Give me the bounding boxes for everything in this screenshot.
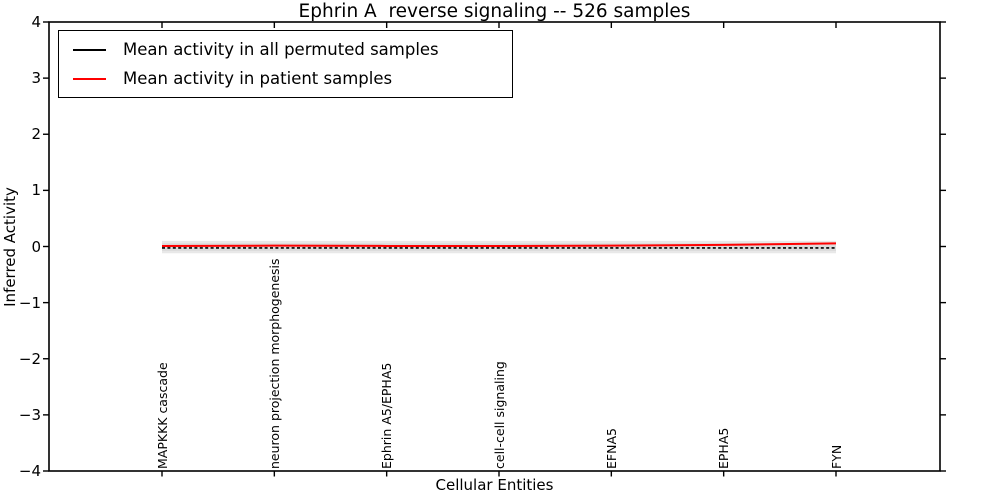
x-axis-label: Cellular Entities	[435, 476, 554, 494]
y-tick-label: 0	[31, 237, 41, 256]
legend: Mean activity in all permuted samples Me…	[58, 30, 513, 98]
y-tick-label: 4	[31, 13, 41, 31]
y-tick-label: −4	[18, 462, 41, 480]
chart-title: Ephrin A reverse signaling -- 526 sample…	[298, 1, 691, 22]
legend-line-sample-permuted	[73, 48, 106, 51]
series-line-1	[161, 242, 837, 248]
x-tick-label: EFNA5	[603, 428, 619, 469]
x-tick-label: MAPKKK cascade	[154, 362, 170, 469]
x-tick-label: cell-cell signaling	[491, 361, 507, 469]
y-tick-label: −1	[18, 293, 41, 312]
legend-item-patient: Mean activity in patient samples	[59, 64, 512, 93]
y-tick-label: −3	[18, 405, 41, 424]
x-tick-label: FYN	[828, 444, 844, 469]
y-tick-label: 3	[31, 69, 41, 88]
legend-item-permuted: Mean activity in all permuted samples	[59, 35, 512, 64]
x-tick-label: EPHA5	[716, 427, 732, 469]
y-tick-label: −2	[18, 349, 41, 368]
y-tick-label: 2	[31, 125, 41, 144]
y-axis-label: Inferred Activity	[1, 187, 19, 307]
y-tick-label: 1	[31, 181, 41, 200]
x-tick-label: Ephrin A5/EPHA5	[379, 362, 395, 469]
legend-label-patient: Mean activity in patient samples	[123, 68, 393, 88]
x-tick-label: neuron projection morphogenesis	[266, 258, 282, 469]
legend-line-sample-patient	[73, 77, 106, 80]
legend-label-permuted: Mean activity in all permuted samples	[123, 39, 439, 59]
